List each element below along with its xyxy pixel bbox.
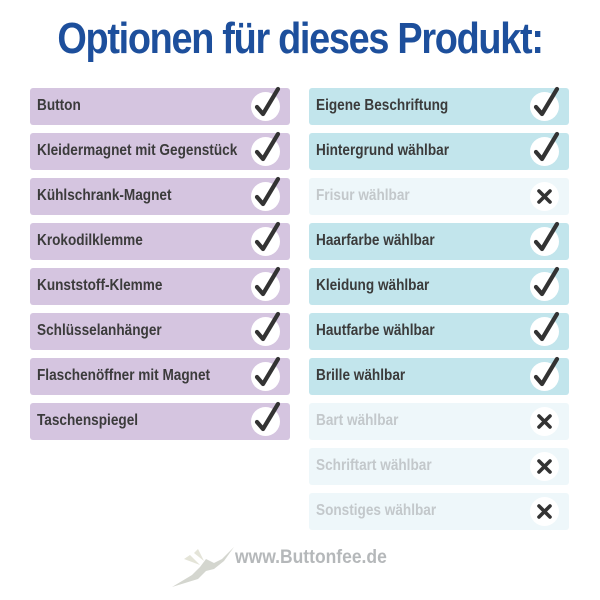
page-title: Optionen für dieses Produkt:: [57, 14, 544, 63]
option-label: Haarfarbe wählbar: [316, 232, 435, 249]
option-label: Bart wählbar: [316, 412, 399, 429]
option-row: Kleidung wählbar: [309, 266, 569, 305]
product-row: Krokodilklemme: [30, 221, 290, 260]
option-row: Hintergrund wählbar: [309, 131, 569, 170]
product-row: Kleidermagnet mit Gegenstück: [30, 131, 290, 170]
product-list: Button Kleidermagnet mit Gegenstück Kühlsc…: [30, 86, 290, 448]
cross-icon: [530, 452, 559, 481]
check-icon: [251, 356, 281, 391]
option-label: Kleidung wählbar: [316, 277, 430, 294]
check-icon: [251, 401, 281, 436]
product-label: Schlüsselanhänger: [37, 322, 162, 339]
option-row: Sonstiges wählbar: [309, 493, 569, 530]
check-icon: [251, 86, 281, 121]
option-label: Eigene Beschriftung: [316, 97, 449, 114]
option-row: Frisur wählbar: [309, 178, 569, 215]
cross-icon: [530, 497, 559, 526]
option-row: Eigene Beschriftung: [309, 86, 569, 125]
product-label: Krokodilklemme: [37, 232, 143, 249]
option-label: Brille wählbar: [316, 367, 406, 384]
check-icon: [251, 131, 281, 166]
option-label: Hautfarbe wählbar: [316, 322, 435, 339]
check-icon: [530, 86, 560, 121]
check-icon: [251, 176, 281, 211]
check-icon: [530, 266, 560, 301]
option-label: Schriftart wählbar: [316, 457, 432, 474]
option-row: Bart wählbar: [309, 403, 569, 440]
product-row: Schlüsselanhänger: [30, 311, 290, 350]
option-row: Hautfarbe wählbar: [309, 311, 569, 350]
check-icon: [530, 311, 560, 346]
option-label: Sonstiges wählbar: [316, 502, 437, 519]
product-label: Kleidermagnet mit Gegenstück: [37, 142, 238, 159]
product-row: Kühlschrank-Magnet: [30, 176, 290, 215]
check-icon: [251, 266, 281, 301]
option-row: Haarfarbe wählbar: [309, 221, 569, 260]
check-icon: [530, 356, 560, 391]
website-url: www.Buttonfee.de: [235, 547, 387, 568]
product-row: Button: [30, 86, 290, 125]
option-list: Eigene Beschriftung Hintergrund wählbar Fr…: [309, 86, 569, 538]
product-row: Taschenspiegel: [30, 401, 290, 440]
cross-icon: [530, 407, 559, 436]
fairy-icon: [172, 547, 234, 587]
option-label: Hintergrund wählbar: [316, 142, 449, 159]
product-label: Kunststoff-Klemme: [37, 277, 163, 294]
product-label: Taschenspiegel: [37, 412, 139, 429]
product-row: Flaschenöffner mit Magnet: [30, 356, 290, 395]
option-label: Frisur wählbar: [316, 187, 410, 204]
product-label: Button: [37, 97, 81, 114]
option-row: Brille wählbar: [309, 356, 569, 395]
product-label: Kühlschrank-Magnet: [37, 187, 172, 204]
check-icon: [530, 131, 560, 166]
product-row: Kunststoff-Klemme: [30, 266, 290, 305]
product-label: Flaschenöffner mit Magnet: [37, 367, 211, 384]
check-icon: [251, 311, 281, 346]
option-row: Schriftart wählbar: [309, 448, 569, 485]
check-icon: [530, 221, 560, 256]
cross-icon: [530, 182, 559, 211]
check-icon: [251, 221, 281, 256]
